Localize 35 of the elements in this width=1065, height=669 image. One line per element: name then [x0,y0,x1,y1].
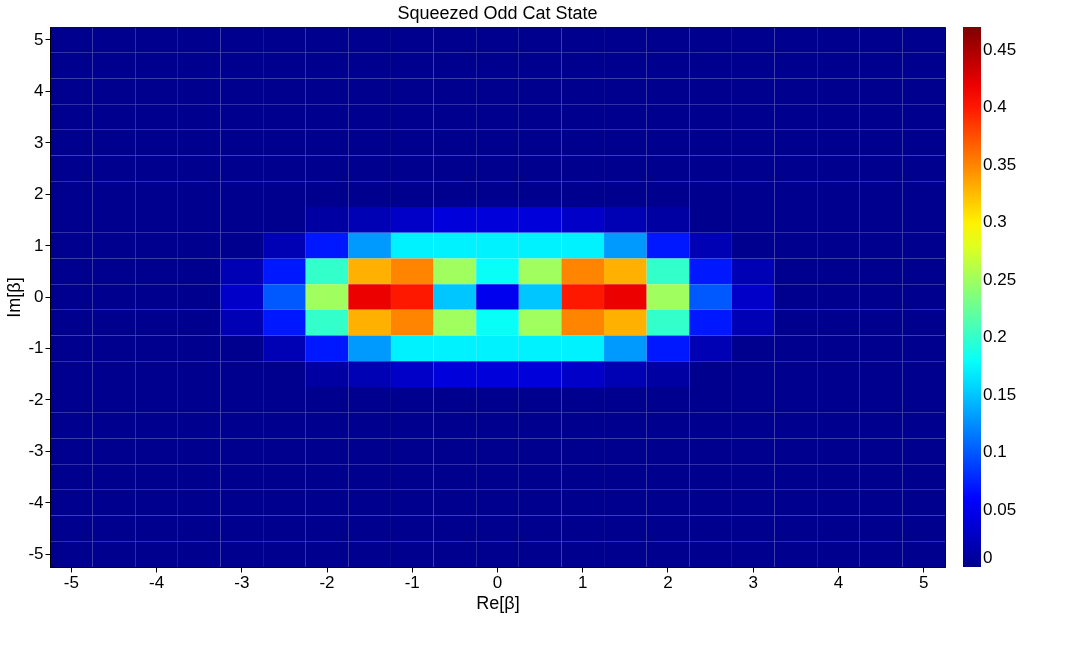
color-bar-label: 0.15 [983,384,1017,404]
y-tick-label: 4 [34,81,44,101]
color-bar-label: 0.1 [983,442,1007,462]
x-tick-label: 0 [492,572,503,592]
x-tick-label: -1 [404,572,420,592]
x-tick-label: 1 [578,572,588,592]
color-bar-label: 0.4 [983,97,1007,117]
y-axis-title: Im[β] [4,277,25,318]
x-axis-title: Re[β] [476,592,520,613]
x-tick-label: -4 [148,572,165,592]
y-tick-label: 0 [34,287,44,306]
color-bar-label: 0.25 [983,269,1017,289]
x-tick-label: -2 [319,572,335,592]
y-tick-label: 3 [34,132,44,152]
y-tick-label: -1 [28,338,44,358]
y-tick-label: -5 [28,544,44,564]
color-bar-label: 0.2 [983,327,1007,347]
y-tick-label: 5 [34,29,44,49]
x-tick-label: 4 [833,572,844,592]
color-bar-label: 0.45 [983,39,1017,59]
x-tick-label: 5 [918,572,929,592]
color-bar-label: 0.35 [983,154,1017,174]
y-tick-label: 2 [34,184,44,204]
color-bar-label: 0.05 [983,499,1017,519]
y-tick-label: 1 [34,235,44,255]
color-bar-label: 0.3 [983,212,1007,232]
y-tick-label: -2 [28,389,44,409]
x-tick-label: 2 [663,572,673,592]
y-tick-label: -3 [28,441,44,461]
x-tick-label: 3 [748,572,758,592]
x-tick-label: -3 [234,572,250,592]
color-bar-label: 0 [983,548,993,567]
x-tick-label: -5 [63,572,79,592]
y-tick-label: -4 [28,492,44,512]
chart-title: Squeezed Odd Cat State [397,3,598,23]
